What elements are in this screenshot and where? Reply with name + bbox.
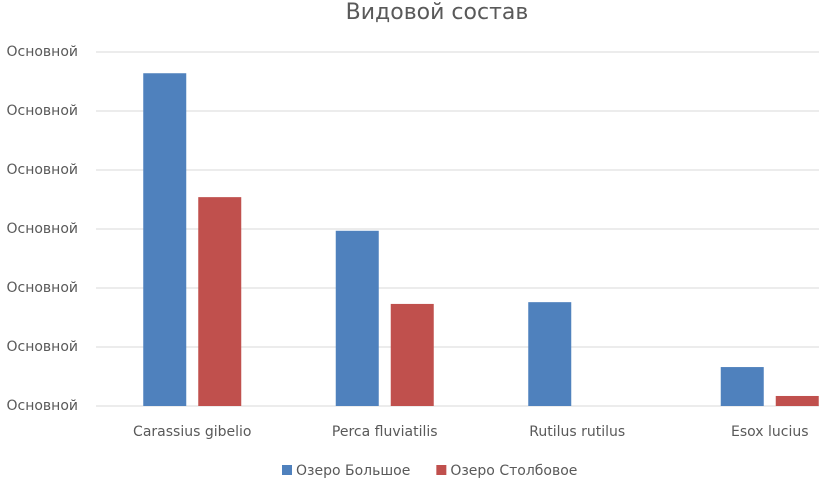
bar	[390, 303, 434, 406]
x-tick-label: Rutilus rutilus	[529, 424, 625, 440]
legend-swatch	[436, 465, 447, 475]
y-tick-label: Основной	[6, 280, 78, 296]
bar	[335, 230, 379, 406]
legend-label: Озеро Столбовое	[450, 463, 577, 479]
y-tick-label: Основной	[6, 221, 78, 237]
bar	[198, 197, 242, 406]
y-tick-label: Основной	[6, 103, 78, 119]
bar	[143, 73, 187, 407]
legend-label: Озеро Большое	[296, 463, 410, 479]
x-tick-label: Carassius gibelio	[133, 424, 251, 440]
y-tick-label: Основной	[6, 398, 78, 414]
y-tick-label: Основной	[6, 162, 78, 178]
legend-swatch	[282, 465, 292, 475]
x-tick-label: Esox lucius	[731, 424, 809, 440]
bar	[528, 302, 572, 406]
chart-title: Видовой состав	[346, 0, 529, 25]
bar	[775, 395, 819, 406]
y-tick-label: Основной	[6, 44, 78, 60]
bar	[720, 367, 764, 406]
x-tick-label: Perca fluviatilis	[332, 424, 438, 440]
y-tick-label: Основной	[6, 339, 78, 355]
